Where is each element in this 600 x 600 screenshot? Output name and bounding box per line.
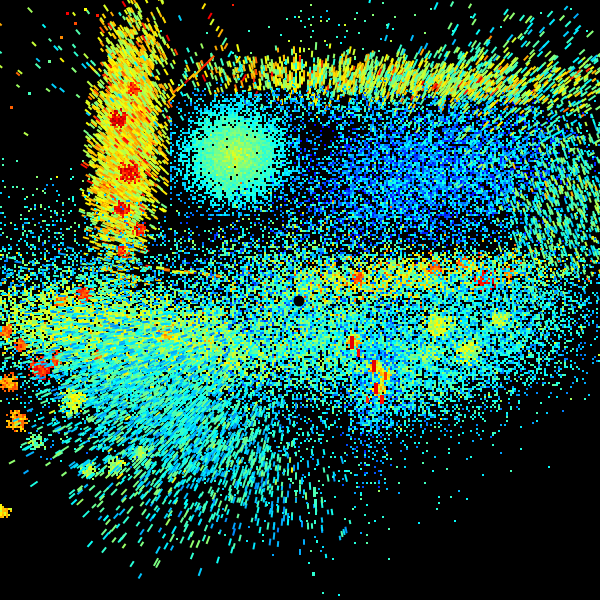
radar-heatmap-canvas (0, 0, 600, 600)
radar-display (0, 0, 600, 600)
